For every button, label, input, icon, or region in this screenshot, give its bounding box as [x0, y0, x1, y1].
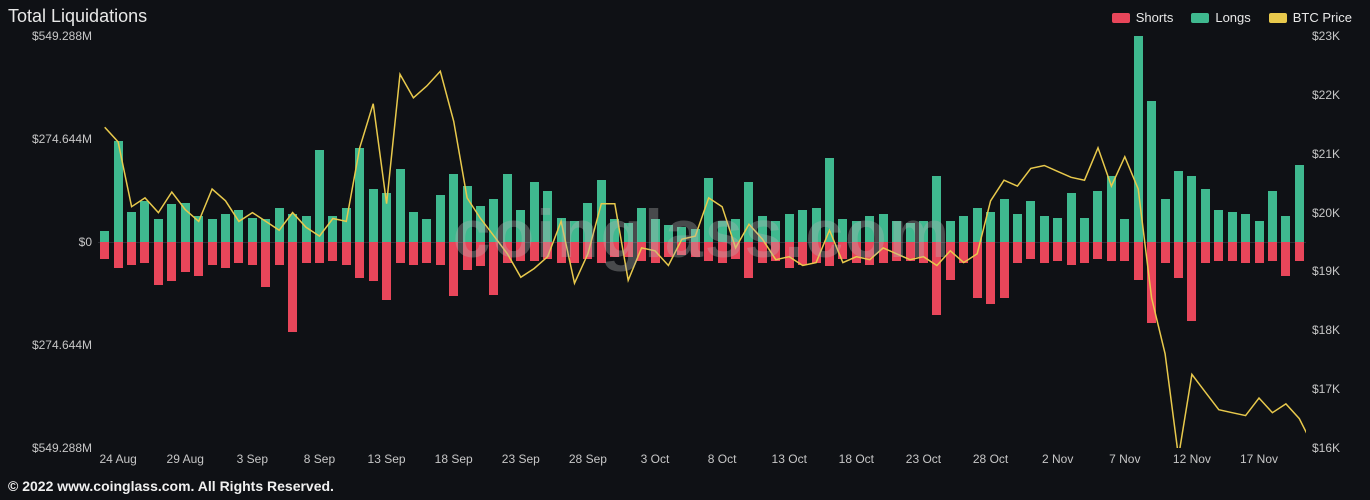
y-left-tick: $274.644M — [0, 338, 92, 352]
x-tick: 7 Nov — [1109, 452, 1140, 466]
price-line — [98, 36, 1306, 448]
y-left-tick: $549.288M — [0, 29, 92, 43]
y-right-tick: $17K — [1312, 382, 1370, 396]
x-tick: 23 Oct — [906, 452, 941, 466]
legend-item-longs[interactable]: Longs — [1191, 10, 1250, 25]
legend-label: BTC Price — [1293, 10, 1352, 25]
x-tick: 13 Sep — [368, 452, 406, 466]
y-right-tick: $21K — [1312, 147, 1370, 161]
legend-label: Longs — [1215, 10, 1250, 25]
x-tick: 12 Nov — [1173, 452, 1211, 466]
y-right-tick: $19K — [1312, 264, 1370, 278]
x-tick: 18 Oct — [839, 452, 874, 466]
y-axis-right: $23K$22K$21K$20K$19K$18K$17K$16K — [1312, 36, 1370, 448]
y-left-tick: $0 — [0, 235, 92, 249]
x-tick: 13 Oct — [772, 452, 807, 466]
footer-copyright: © 2022 www.coinglass.com. All Rights Res… — [8, 478, 334, 494]
x-tick: 24 Aug — [99, 452, 136, 466]
y-right-tick: $18K — [1312, 323, 1370, 337]
x-tick: 2 Nov — [1042, 452, 1073, 466]
legend-swatch — [1112, 13, 1130, 23]
legend-swatch — [1191, 13, 1209, 23]
x-tick: 3 Oct — [641, 452, 670, 466]
x-tick: 23 Sep — [502, 452, 540, 466]
y-right-tick: $16K — [1312, 441, 1370, 455]
y-right-tick: $22K — [1312, 88, 1370, 102]
x-tick: 18 Sep — [435, 452, 473, 466]
y-left-tick: $274.644M — [0, 132, 92, 146]
legend: Shorts Longs BTC Price — [1112, 10, 1352, 25]
legend-label: Shorts — [1136, 10, 1174, 25]
x-tick: 8 Sep — [304, 452, 335, 466]
x-tick: 28 Sep — [569, 452, 607, 466]
legend-swatch — [1269, 13, 1287, 23]
chart-title: Total Liquidations — [8, 6, 147, 27]
x-tick: 8 Oct — [708, 452, 737, 466]
legend-item-shorts[interactable]: Shorts — [1112, 10, 1174, 25]
y-right-tick: $23K — [1312, 29, 1370, 43]
chart-plot-area: coinglass.com — [98, 36, 1306, 448]
x-tick: 28 Oct — [973, 452, 1008, 466]
x-tick: 29 Aug — [167, 452, 204, 466]
x-tick: 17 Nov — [1240, 452, 1278, 466]
y-right-tick: $20K — [1312, 206, 1370, 220]
x-tick: 3 Sep — [237, 452, 268, 466]
legend-item-btc-price[interactable]: BTC Price — [1269, 10, 1352, 25]
x-axis: 24 Aug 29 Aug 3 Sep 8 Sep 13 Sep 18 Sep 23 Sep… — [98, 452, 1306, 468]
y-left-tick: $549.288M — [0, 441, 92, 455]
y-axis-left: $549.288M$274.644M$0$274.644M$549.288M — [0, 36, 92, 448]
